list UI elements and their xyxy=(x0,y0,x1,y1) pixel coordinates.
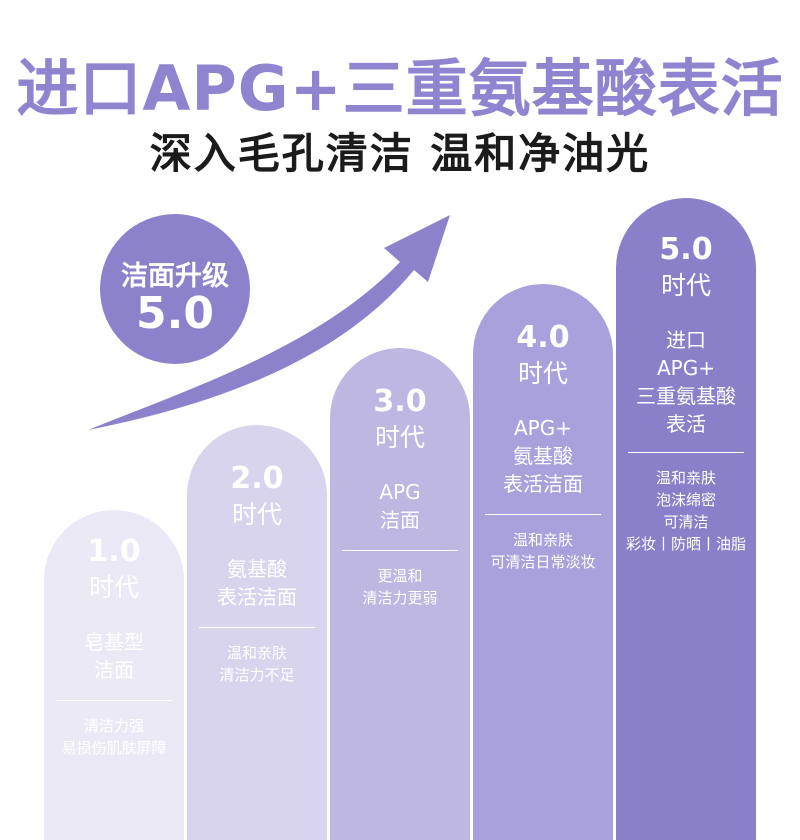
note-line: 清洁力更弱 xyxy=(362,589,438,607)
era-version: 1.0 xyxy=(87,534,141,569)
note-line: 温和亲肤 xyxy=(512,531,573,549)
era-suffix: 时代 xyxy=(660,271,711,300)
feature-line: 表活洁面 xyxy=(217,585,297,609)
badge-label: 洁面升级 xyxy=(121,261,229,292)
feature-line: APG xyxy=(379,480,421,504)
era-column-5: 5.0 时代 进口 APG+ 三重氨基酸 表活 温和亲肤 泡沫绵密 可清洁 彩妆… xyxy=(616,198,756,840)
note-line: 更温和 xyxy=(377,567,423,585)
era-column-4: 4.0 时代 APG+ 氨基酸 表活洁面 温和亲肤 可清洁日常淡妆 xyxy=(473,284,613,840)
era-notes: 温和亲肤 泡沫绵密 可清洁 彩妆丨防晒丨油脂 xyxy=(616,467,756,555)
note-line: 温和亲肤 xyxy=(655,469,716,487)
era-notes: 更温和 清洁力更弱 xyxy=(330,565,470,609)
era-version: 2.0 xyxy=(230,461,284,496)
era-version: 5.0 xyxy=(659,232,713,267)
page-subtitle: 深入毛孔清洁 温和净油光 xyxy=(149,129,651,178)
era-features: APG 洁面 xyxy=(330,478,470,534)
badge-version: 5.0 xyxy=(136,288,214,339)
era-suffix: 时代 xyxy=(517,359,568,388)
era-features: 皂基型 洁面 xyxy=(44,628,184,684)
feature-line: APG+ xyxy=(657,356,715,380)
era-column-2: 2.0 时代 氨基酸 表活洁面 温和亲肤 清洁力不足 xyxy=(187,425,327,840)
feature-line: 洁面 xyxy=(94,658,134,682)
era-version: 3.0 xyxy=(373,384,427,419)
era-version: 4.0 xyxy=(516,320,570,355)
era-notes: 温和亲肤 可清洁日常淡妆 xyxy=(473,529,613,573)
feature-line: 表活洁面 xyxy=(503,472,583,496)
divider xyxy=(56,700,172,701)
note-line: 可清洁日常淡妆 xyxy=(490,553,596,571)
note-line: 易损伤肌肤屏障 xyxy=(61,739,167,757)
era-suffix: 时代 xyxy=(374,423,425,452)
feature-line: 氨基酸 xyxy=(513,444,573,468)
page-title: 进口APG+三重氨基酸表活 xyxy=(16,52,784,125)
note-line: 温和亲肤 xyxy=(226,644,287,662)
era-features: APG+ 氨基酸 表活洁面 xyxy=(473,414,613,498)
feature-line: 三重氨基酸 xyxy=(636,384,736,408)
upgrade-arrow-icon xyxy=(88,215,450,430)
era-column-1: 1.0 时代 皂基型 洁面 清洁力强 易损伤肌肤屏障 xyxy=(44,510,184,840)
divider xyxy=(485,514,601,515)
era-suffix: 时代 xyxy=(88,573,139,602)
feature-line: 皂基型 xyxy=(84,630,144,654)
feature-line: 表活 xyxy=(666,412,706,436)
upgrade-badge: 洁面升级 5.0 xyxy=(100,214,250,364)
feature-line: APG+ xyxy=(514,416,572,440)
feature-line: 氨基酸 xyxy=(227,557,287,581)
note-line: 泡沫绵密 xyxy=(655,491,716,509)
note-line: 清洁力不足 xyxy=(219,666,295,684)
feature-line: 进口 xyxy=(666,328,706,352)
divider xyxy=(199,627,315,628)
divider xyxy=(628,452,744,453)
note-line: 清洁力强 xyxy=(83,717,144,735)
feature-line: 洁面 xyxy=(380,508,420,532)
note-line: 可清洁 xyxy=(663,513,709,531)
era-features: 氨基酸 表活洁面 xyxy=(187,555,327,611)
era-features: 进口 APG+ 三重氨基酸 表活 xyxy=(616,326,756,438)
era-notes: 温和亲肤 清洁力不足 xyxy=(187,642,327,686)
era-column-3: 3.0 时代 APG 洁面 更温和 清洁力更弱 xyxy=(330,348,470,840)
era-notes: 清洁力强 易损伤肌肤屏障 xyxy=(44,715,184,759)
era-suffix: 时代 xyxy=(231,500,282,529)
divider xyxy=(342,550,458,551)
note-line: 彩妆丨防晒丨油脂 xyxy=(625,535,746,553)
